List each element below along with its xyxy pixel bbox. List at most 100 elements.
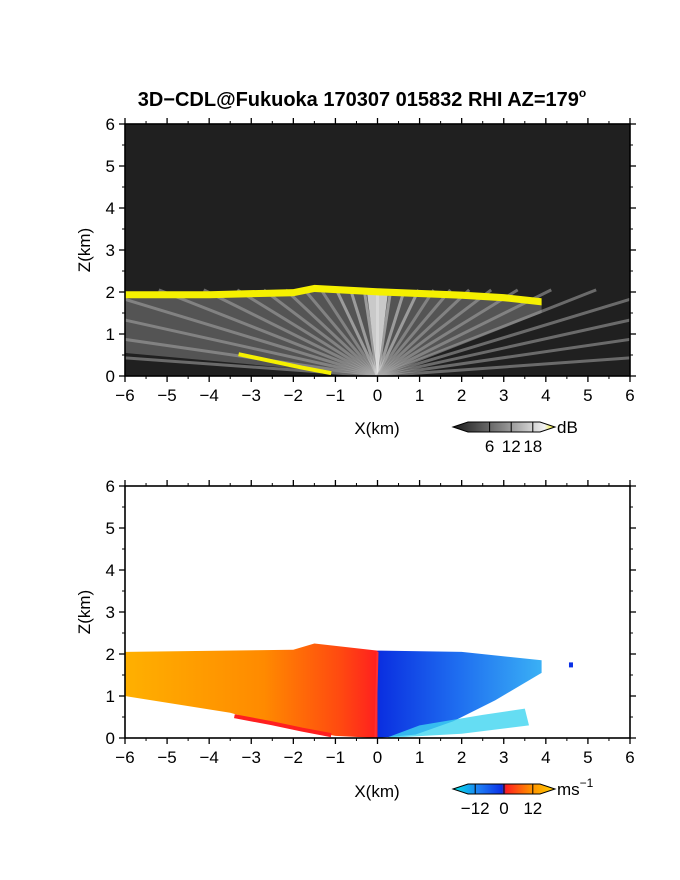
backscatter-beam xyxy=(376,288,597,376)
y-tick-label: 4 xyxy=(106,199,115,218)
backscatter-y-axis: 0 1 2 3 4 5 6 xyxy=(106,115,636,386)
colorbar-tick-label: 6 xyxy=(485,437,494,456)
x-tick-label: −1 xyxy=(326,748,345,767)
y-tick-label: 3 xyxy=(106,603,115,622)
backscatter-beam xyxy=(377,356,630,376)
backscatter-x-axis-label: X(km) xyxy=(354,419,399,438)
velocity-x-axis: −6 −5 −4 −3 −2 −1 0 1 2 3 4 5 6 xyxy=(115,480,635,767)
x-tick-label: −2 xyxy=(284,748,303,767)
x-tick-label: 0 xyxy=(373,386,382,405)
backscatter-beam xyxy=(376,288,552,376)
velocity-colorbar-unit: ms−1 xyxy=(557,776,594,799)
velocity-isolated-pixel xyxy=(568,662,573,668)
figure-title-degree: o xyxy=(579,86,586,100)
x-tick-label: 6 xyxy=(625,386,634,405)
x-tick-label: −6 xyxy=(115,748,134,767)
y-tick-label: 2 xyxy=(106,645,115,664)
x-tick-label: −2 xyxy=(284,386,303,405)
colorbar-tick-label: 12 xyxy=(523,799,542,818)
velocity-positive-region xyxy=(125,643,378,738)
backscatter-beam xyxy=(284,288,379,376)
backscatter-colorbar: 6 12 18 dB xyxy=(451,418,578,456)
backscatter-beam xyxy=(377,337,630,376)
y-tick-label: 1 xyxy=(106,687,115,706)
x-tick-label: 1 xyxy=(415,386,424,405)
velocity-y-axis-label: Z(km) xyxy=(75,590,94,634)
x-tick-label: −6 xyxy=(115,386,134,405)
colorbar-tick-label: 12 xyxy=(502,437,521,456)
y-tick-label: 4 xyxy=(106,561,115,580)
x-tick-label: −3 xyxy=(242,386,261,405)
velocity-colorbar-unit-exponent: −1 xyxy=(580,776,594,790)
low-signal-edge xyxy=(238,352,332,376)
backscatter-beam xyxy=(262,288,379,376)
backscatter-beam xyxy=(377,297,630,376)
backscatter-beam xyxy=(125,318,378,376)
velocity-red-edge xyxy=(234,714,332,738)
x-tick-label: 4 xyxy=(541,748,550,767)
backscatter-vertical-beam xyxy=(366,292,389,376)
x-tick-label: −5 xyxy=(157,748,176,767)
x-tick-label: −1 xyxy=(326,386,345,405)
backscatter-beam xyxy=(158,288,379,376)
y-tick-label: 6 xyxy=(106,477,115,496)
backscatter-beam xyxy=(376,288,493,376)
figure-title-main: 3D−CDL@Fukuoka 170307 015832 RHI AZ=179 xyxy=(138,89,579,111)
velocity-negative-region xyxy=(377,650,542,738)
backscatter-beam xyxy=(236,288,379,376)
x-tick-label: −4 xyxy=(199,748,218,767)
velocity-colorbar-ticks: −12 0 12 xyxy=(461,784,542,818)
velocity-field xyxy=(125,643,573,738)
backscatter-beam xyxy=(203,288,379,376)
velocity-x-axis-label: X(km) xyxy=(354,782,399,801)
x-tick-label: 0 xyxy=(373,748,382,767)
x-tick-label: −3 xyxy=(242,748,261,767)
velocity-cyan-region xyxy=(385,708,529,738)
velocity-zero-boundary xyxy=(374,651,379,738)
x-tick-label: 5 xyxy=(583,386,592,405)
backscatter-beam xyxy=(376,288,471,376)
x-tick-label: 1 xyxy=(415,748,424,767)
x-tick-label: 4 xyxy=(541,386,550,405)
x-tick-label: 5 xyxy=(583,748,592,767)
colorbar-tick-label: 18 xyxy=(523,437,542,456)
backscatter-beam xyxy=(377,318,630,376)
backscatter-beam xyxy=(376,289,435,376)
backscatter-colorbar-bar xyxy=(451,421,557,433)
y-tick-label: 3 xyxy=(106,241,115,260)
backscatter-beam xyxy=(376,289,420,376)
backscatter-beam xyxy=(376,288,519,376)
x-tick-label: −5 xyxy=(157,386,176,405)
x-tick-label: −4 xyxy=(199,386,218,405)
cloud-top-layer xyxy=(125,284,542,306)
backscatter-beam xyxy=(349,289,379,376)
x-tick-label: 2 xyxy=(457,748,466,767)
backscatter-beam xyxy=(303,288,379,376)
backscatter-rays xyxy=(125,287,630,376)
velocity-colorbar: −12 0 12 ms−1 xyxy=(451,776,594,818)
y-tick-label: 6 xyxy=(106,115,115,134)
colorbar-tick-label: 0 xyxy=(499,799,508,818)
backscatter-beam xyxy=(125,297,378,376)
backscatter-beam xyxy=(376,288,452,376)
x-tick-label: 3 xyxy=(499,748,508,767)
x-tick-label: 3 xyxy=(499,386,508,405)
x-tick-label: 6 xyxy=(625,748,634,767)
backscatter-x-axis: −6 −5 −4 −3 −2 −1 0 1 2 3 4 5 6 xyxy=(115,118,635,405)
backscatter-beam xyxy=(320,289,379,376)
y-tick-label: 1 xyxy=(106,325,115,344)
y-tick-label: 5 xyxy=(106,519,115,538)
colorbar-tick-label: −12 xyxy=(461,799,490,818)
y-tick-label: 0 xyxy=(106,367,115,386)
backscatter-y-axis-label: Z(km) xyxy=(75,228,94,272)
backscatter-beam xyxy=(376,289,406,376)
backscatter-beam xyxy=(125,356,378,376)
y-tick-label: 2 xyxy=(106,283,115,302)
backscatter-beam xyxy=(362,289,379,376)
backscatter-beam xyxy=(376,289,393,376)
backscatter-colorbar-unit: dB xyxy=(557,418,578,437)
velocity-colorbar-unit-base: ms xyxy=(557,780,580,799)
